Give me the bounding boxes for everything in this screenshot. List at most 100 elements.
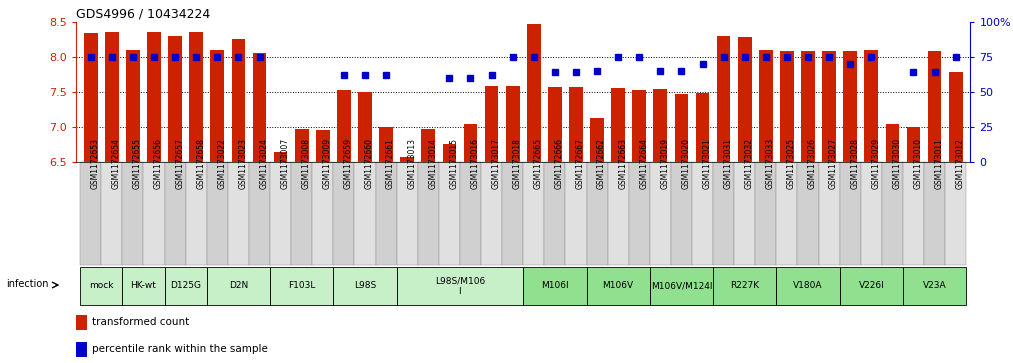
Text: GSM1173007: GSM1173007 bbox=[281, 138, 290, 189]
FancyBboxPatch shape bbox=[333, 267, 397, 305]
Bar bbox=[359, 92, 372, 162]
Bar bbox=[924, 162, 945, 265]
FancyBboxPatch shape bbox=[776, 267, 840, 305]
Bar bbox=[252, 53, 266, 162]
Bar bbox=[903, 162, 924, 265]
Text: GSM1173016: GSM1173016 bbox=[470, 138, 479, 189]
Bar bbox=[147, 32, 161, 162]
Bar bbox=[587, 162, 608, 265]
FancyBboxPatch shape bbox=[397, 267, 523, 305]
FancyBboxPatch shape bbox=[123, 267, 164, 305]
Text: mock: mock bbox=[89, 281, 113, 290]
Text: GSM1172662: GSM1172662 bbox=[597, 138, 606, 189]
Bar bbox=[780, 51, 794, 162]
Bar bbox=[460, 162, 481, 265]
Bar bbox=[228, 162, 249, 265]
Bar bbox=[105, 32, 119, 162]
Text: GSM1173012: GSM1173012 bbox=[955, 138, 964, 189]
Bar bbox=[232, 39, 245, 162]
FancyBboxPatch shape bbox=[80, 267, 123, 305]
Bar bbox=[759, 50, 773, 162]
Bar bbox=[376, 162, 397, 265]
Bar bbox=[797, 162, 819, 265]
Bar bbox=[443, 144, 456, 162]
Bar bbox=[337, 90, 350, 162]
Bar bbox=[823, 51, 836, 162]
Bar bbox=[439, 162, 460, 265]
Bar bbox=[569, 87, 582, 162]
Bar bbox=[484, 86, 498, 162]
Bar bbox=[481, 162, 502, 265]
Bar bbox=[819, 162, 840, 265]
Bar bbox=[144, 162, 164, 265]
Bar bbox=[123, 162, 144, 265]
FancyBboxPatch shape bbox=[903, 267, 966, 305]
Bar bbox=[548, 87, 562, 162]
Text: M106I: M106I bbox=[541, 281, 568, 290]
Text: GSM1173027: GSM1173027 bbox=[829, 138, 838, 189]
Text: transformed count: transformed count bbox=[91, 318, 188, 327]
FancyBboxPatch shape bbox=[840, 267, 903, 305]
Text: HK-wt: HK-wt bbox=[131, 281, 156, 290]
Bar bbox=[717, 36, 730, 162]
Bar bbox=[316, 130, 329, 162]
Text: F103L: F103L bbox=[288, 281, 315, 290]
Bar bbox=[355, 162, 376, 265]
Bar bbox=[907, 127, 921, 162]
Bar bbox=[882, 162, 903, 265]
Text: GSM1173030: GSM1173030 bbox=[892, 138, 902, 189]
Bar bbox=[101, 162, 123, 265]
Text: GSM1172661: GSM1172661 bbox=[386, 138, 395, 189]
Text: GSM1172655: GSM1172655 bbox=[133, 138, 142, 189]
Text: GSM1173019: GSM1173019 bbox=[660, 138, 670, 189]
FancyBboxPatch shape bbox=[523, 267, 587, 305]
Text: GSM1172667: GSM1172667 bbox=[576, 138, 585, 189]
Text: M106V: M106V bbox=[603, 281, 634, 290]
Bar bbox=[168, 36, 182, 162]
Text: GSM1172659: GSM1172659 bbox=[343, 138, 353, 189]
Bar bbox=[189, 32, 203, 162]
Bar bbox=[864, 50, 878, 162]
Bar bbox=[84, 33, 97, 162]
Bar bbox=[76, 342, 87, 357]
FancyBboxPatch shape bbox=[713, 267, 776, 305]
Bar bbox=[397, 162, 417, 265]
Bar bbox=[527, 24, 541, 162]
Text: GSM1173020: GSM1173020 bbox=[682, 138, 691, 189]
Text: GSM1173024: GSM1173024 bbox=[259, 138, 268, 189]
Bar bbox=[756, 162, 776, 265]
Bar bbox=[840, 162, 861, 265]
Bar bbox=[421, 129, 436, 162]
Bar bbox=[417, 162, 439, 265]
Bar bbox=[544, 162, 565, 265]
Text: GSM1173029: GSM1173029 bbox=[871, 138, 880, 189]
Text: D2N: D2N bbox=[229, 281, 248, 290]
Bar bbox=[885, 125, 900, 162]
Bar bbox=[861, 162, 882, 265]
Bar bbox=[608, 162, 629, 265]
Text: GSM1173031: GSM1173031 bbox=[723, 138, 732, 189]
Text: GSM1173015: GSM1173015 bbox=[450, 138, 458, 189]
Bar bbox=[249, 162, 270, 265]
Bar bbox=[675, 94, 688, 162]
Text: GSM1173021: GSM1173021 bbox=[703, 138, 711, 189]
Text: GSM1173023: GSM1173023 bbox=[238, 138, 247, 189]
Bar bbox=[776, 162, 797, 265]
Text: GSM1172653: GSM1172653 bbox=[91, 138, 99, 189]
FancyBboxPatch shape bbox=[164, 267, 207, 305]
Text: percentile rank within the sample: percentile rank within the sample bbox=[91, 344, 267, 355]
Text: GSM1172657: GSM1172657 bbox=[175, 138, 184, 189]
Text: GSM1173013: GSM1173013 bbox=[407, 138, 416, 189]
Text: L98S: L98S bbox=[354, 281, 376, 290]
Bar bbox=[801, 51, 814, 162]
Text: GSM1173009: GSM1173009 bbox=[323, 138, 332, 189]
Bar bbox=[949, 72, 962, 162]
Bar bbox=[713, 162, 734, 265]
Bar bbox=[379, 127, 393, 162]
Text: GSM1172656: GSM1172656 bbox=[154, 138, 163, 189]
Bar bbox=[295, 129, 309, 162]
FancyBboxPatch shape bbox=[207, 267, 270, 305]
Bar bbox=[211, 50, 224, 162]
Bar bbox=[692, 162, 713, 265]
Bar bbox=[737, 37, 752, 162]
